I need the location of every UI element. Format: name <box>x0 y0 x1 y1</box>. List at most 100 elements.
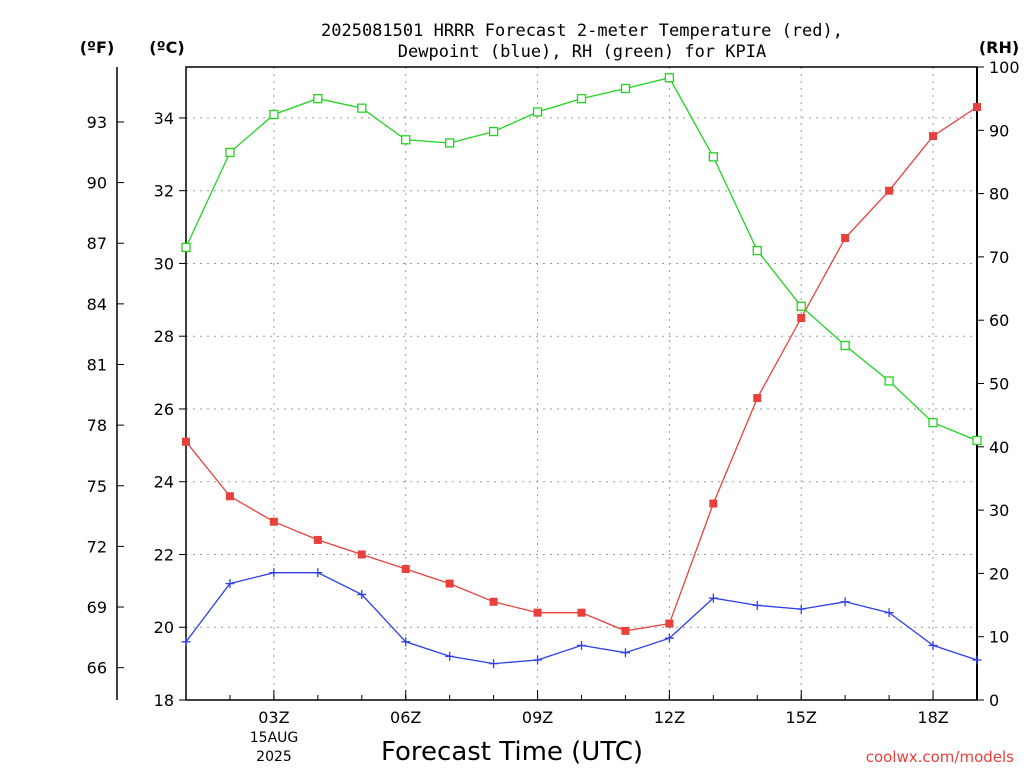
series-layer <box>181 73 982 669</box>
date-label-month: 15AUG <box>250 730 299 746</box>
watermark: coolwx.com/models <box>866 748 1014 766</box>
rh-tick-label: 50 <box>989 375 1009 394</box>
temperature-point <box>753 394 762 403</box>
temperature-point <box>797 314 806 323</box>
fahrenheit-tick-label: 78 <box>87 416 107 435</box>
rh-point <box>620 83 631 94</box>
dewpoint-point <box>972 655 982 665</box>
temperature-point <box>313 535 322 544</box>
fahrenheit-tick-label: 72 <box>87 537 107 556</box>
chart-title-line-2: Dewpoint (blue), RH (green) for KPIA <box>398 42 766 62</box>
temperature-point <box>973 103 981 112</box>
rh-point <box>445 138 455 148</box>
temperature-point <box>445 579 454 588</box>
rh-point <box>401 135 411 145</box>
text-layer: 2025081501 HRRR Forecast 2-meter Tempera… <box>80 21 1019 767</box>
temperature-point <box>577 608 586 617</box>
rh-point <box>884 376 894 386</box>
temperature-point <box>665 619 674 628</box>
chart-title-line-1: 2025081501 HRRR Forecast 2-meter Tempera… <box>321 21 843 41</box>
x-axis-title: Forecast Time (UTC) <box>381 737 643 767</box>
fahrenheit-tick-label: 84 <box>87 295 107 314</box>
grid-layer <box>186 67 977 700</box>
temperature-point <box>929 132 938 141</box>
dewpoint-point <box>181 637 191 647</box>
temperature-point <box>269 517 278 526</box>
fahrenheit-tick-label: 90 <box>87 174 107 193</box>
rh-tick-label: 80 <box>989 185 1009 204</box>
temperature-point <box>709 499 718 508</box>
rh-point <box>532 107 543 117</box>
series-temperature <box>182 103 981 635</box>
rh-tick-label: 40 <box>989 438 1009 457</box>
rh-tick-label: 100 <box>989 58 1020 77</box>
series-line-rh <box>185 77 978 442</box>
celsius-tick-label: 20 <box>154 618 174 637</box>
x-tick-label: 12Z <box>654 708 685 727</box>
x-tick-label: 15Z <box>786 708 817 727</box>
celsius-axis-label: (ºC) <box>149 38 184 57</box>
series-line-temperature <box>185 106 978 632</box>
rh-point <box>972 435 982 446</box>
temperature-point <box>841 233 850 242</box>
dewpoint-point <box>445 651 455 661</box>
axes-layer: 18 20 22 24 26 28 30 32 34 66 69 72 75 78 81 84 87 90 93 0 1… <box>87 58 1020 727</box>
rh-point <box>928 418 938 428</box>
rh-tick-label: 90 <box>989 121 1009 140</box>
rh-point <box>181 242 191 253</box>
dewpoint-point <box>620 648 630 658</box>
dewpoint-point <box>708 593 718 603</box>
rh-point <box>576 94 587 104</box>
x-tick-label: 18Z <box>917 708 948 727</box>
celsius-tick-label: 24 <box>154 473 174 492</box>
celsius-tick-label: 30 <box>154 254 174 273</box>
rh-point <box>752 245 762 256</box>
series-dewpoint <box>181 568 982 669</box>
rh-tick-label: 0 <box>989 691 999 710</box>
rh-point <box>225 147 235 158</box>
rh-point <box>269 109 279 120</box>
rh-tick-label: 10 <box>989 628 1009 647</box>
dewpoint-point <box>401 637 411 647</box>
dewpoint-point <box>577 640 586 650</box>
celsius-tick-label: 18 <box>154 691 174 710</box>
fahrenheit-tick-label: 69 <box>87 598 107 617</box>
series-rh <box>181 73 982 446</box>
dewpoint-point <box>928 640 938 650</box>
celsius-tick-label: 22 <box>154 545 174 564</box>
fahrenheit-tick-label: 66 <box>87 659 107 678</box>
rh-point <box>357 103 367 113</box>
celsius-tick-label: 26 <box>154 400 174 419</box>
temperature-point <box>621 626 630 635</box>
celsius-tick-label: 32 <box>154 182 174 201</box>
rh-point <box>664 73 675 83</box>
fahrenheit-axis-label: (ºF) <box>80 38 115 57</box>
temperature-point <box>489 597 498 606</box>
temperature-point <box>885 186 894 195</box>
rh-point <box>708 152 718 162</box>
fahrenheit-tick-label: 93 <box>87 113 107 132</box>
temperature-point <box>225 492 234 501</box>
fahrenheit-tick-label: 87 <box>87 234 107 253</box>
rh-point <box>313 94 323 104</box>
celsius-tick-label: 34 <box>154 109 174 128</box>
dewpoint-point <box>664 633 674 643</box>
celsius-tick-label: 28 <box>154 327 174 346</box>
date-label-year: 2025 <box>256 749 292 765</box>
rh-tick-label: 30 <box>989 501 1009 520</box>
dewpoint-point <box>884 608 894 618</box>
x-tick-label: 06Z <box>390 708 421 727</box>
fahrenheit-tick-label: 81 <box>87 356 107 375</box>
x-tick-label: 03Z <box>258 708 289 727</box>
temperature-point <box>533 608 542 617</box>
x-tick-label: 09Z <box>522 708 553 727</box>
rh-axis-label: (RH) <box>979 38 1019 57</box>
series-line-dewpoint <box>185 572 978 665</box>
dewpoint-point <box>752 600 762 610</box>
temperature-point <box>182 437 190 446</box>
fahrenheit-tick-label: 75 <box>87 477 107 496</box>
rh-point <box>796 301 806 311</box>
rh-tick-label: 20 <box>989 564 1009 583</box>
